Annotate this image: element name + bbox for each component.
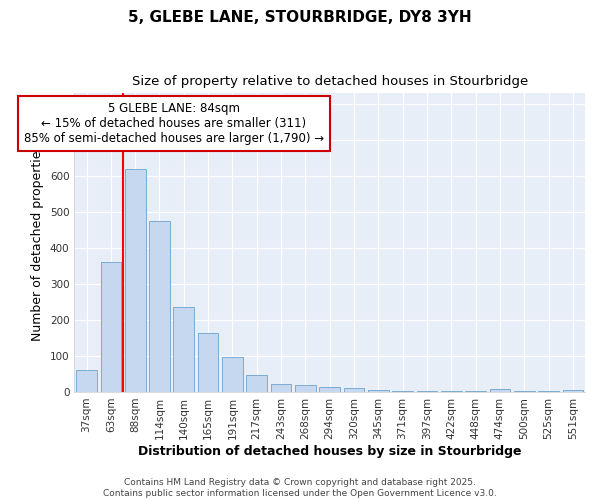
- Y-axis label: Number of detached properties: Number of detached properties: [31, 144, 44, 341]
- Bar: [319, 386, 340, 392]
- Bar: [125, 169, 146, 392]
- Bar: [490, 390, 510, 392]
- Bar: [441, 391, 461, 392]
- Bar: [222, 356, 243, 392]
- Title: Size of property relative to detached houses in Stourbridge: Size of property relative to detached ho…: [131, 75, 528, 88]
- Bar: [344, 388, 364, 392]
- Bar: [247, 375, 267, 392]
- Text: 5, GLEBE LANE, STOURBRIDGE, DY8 3YH: 5, GLEBE LANE, STOURBRIDGE, DY8 3YH: [128, 10, 472, 25]
- Bar: [76, 370, 97, 392]
- Bar: [198, 334, 218, 392]
- Bar: [538, 391, 559, 392]
- Bar: [368, 390, 389, 392]
- X-axis label: Distribution of detached houses by size in Stourbridge: Distribution of detached houses by size …: [138, 444, 521, 458]
- Bar: [465, 391, 486, 392]
- Bar: [271, 384, 292, 392]
- Bar: [416, 391, 437, 392]
- Bar: [173, 308, 194, 392]
- Text: 5 GLEBE LANE: 84sqm
← 15% of detached houses are smaller (311)
85% of semi-detac: 5 GLEBE LANE: 84sqm ← 15% of detached ho…: [24, 102, 324, 146]
- Bar: [563, 390, 583, 392]
- Bar: [101, 262, 121, 392]
- Text: Contains HM Land Registry data © Crown copyright and database right 2025.
Contai: Contains HM Land Registry data © Crown c…: [103, 478, 497, 498]
- Bar: [392, 390, 413, 392]
- Bar: [514, 391, 535, 392]
- Bar: [295, 386, 316, 392]
- Bar: [149, 221, 170, 392]
